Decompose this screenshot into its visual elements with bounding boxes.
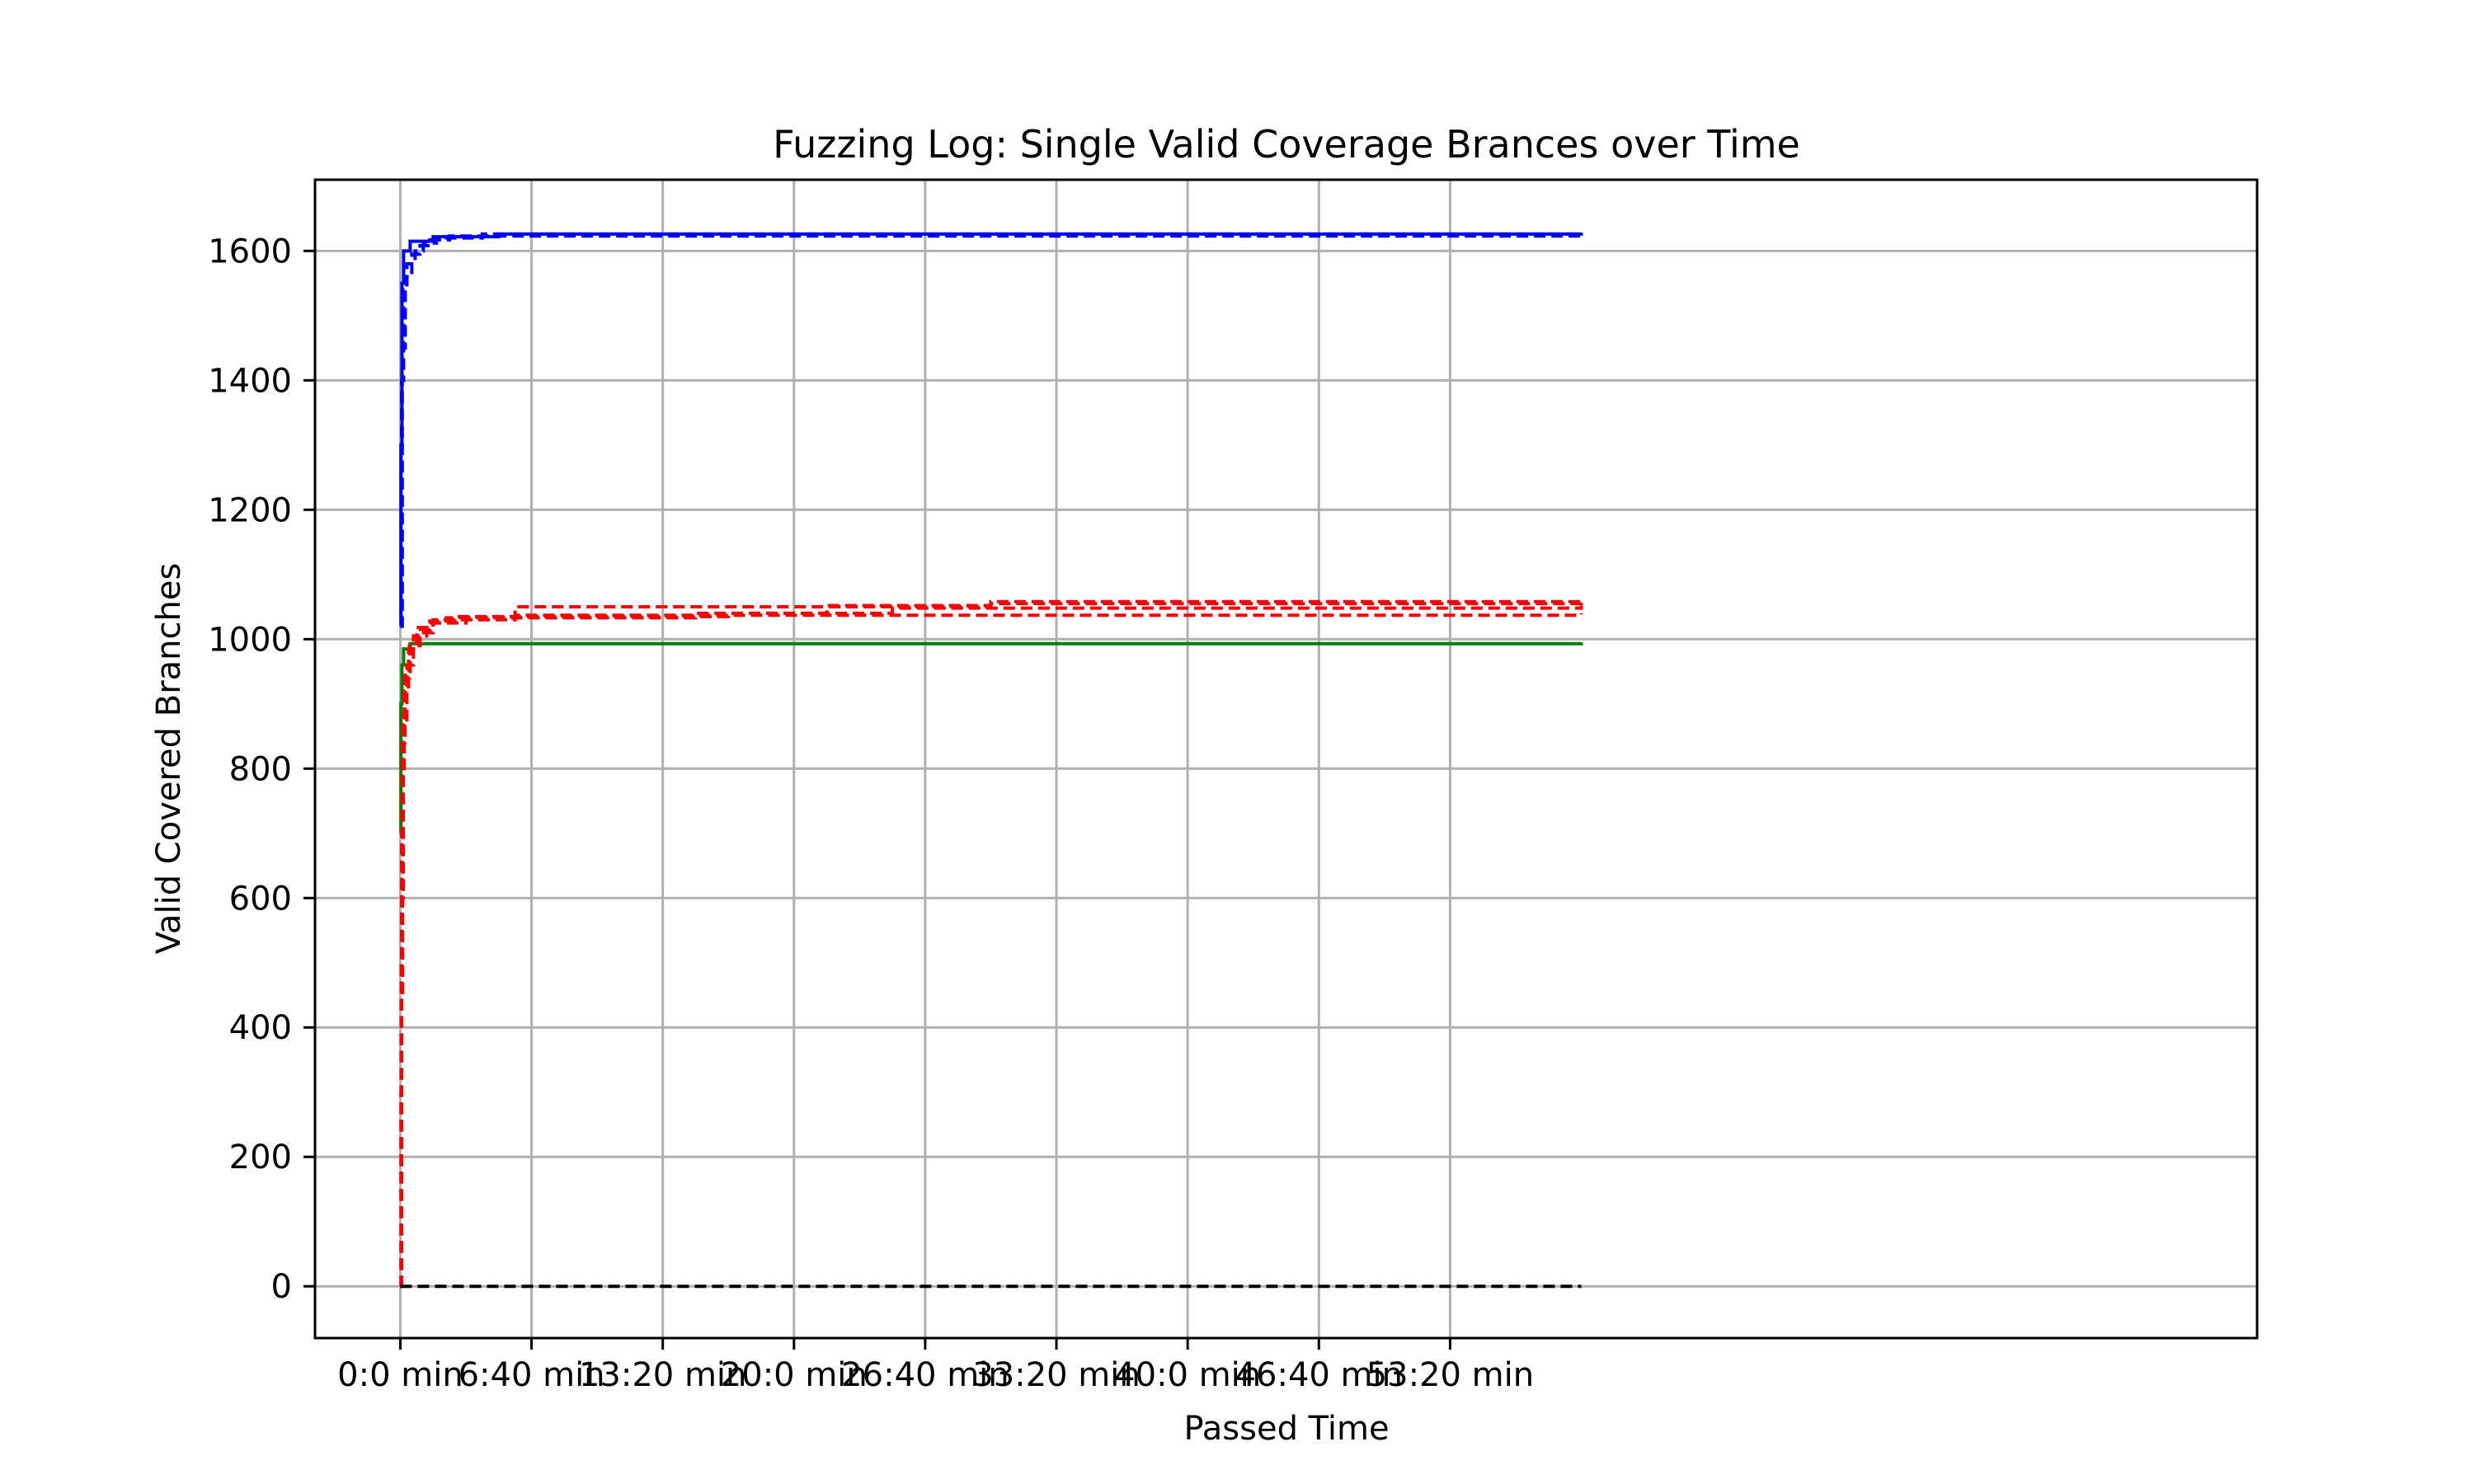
series-layer — [399, 232, 1583, 1289]
x-tick-label: 53:20 min — [1366, 1356, 1534, 1394]
y-tick-label: 1600 — [208, 232, 292, 270]
x-tick-label: 40:0 min — [1114, 1356, 1261, 1394]
y-tick-label: 0 — [271, 1268, 292, 1306]
x-tick-label: 26:40 min — [841, 1356, 1009, 1394]
x-tick-label: 46:40 min — [1235, 1356, 1403, 1394]
y-axis-label: Valid Covered Branches — [150, 563, 188, 955]
x-tick-label: 13:20 min — [579, 1356, 746, 1394]
series-line-2 — [400, 232, 1583, 628]
series-line-6 — [399, 599, 1583, 1289]
y-tick-label: 800 — [229, 750, 292, 788]
y-tick-label: 600 — [229, 880, 292, 918]
x-axis-label: Passed Time — [1183, 1410, 1389, 1448]
y-tick-label: 1200 — [208, 491, 292, 529]
x-tick-label: 20:0 min — [721, 1356, 868, 1394]
series-line-7 — [399, 602, 1583, 1289]
series-line-5 — [399, 613, 1583, 1289]
chart-title: Fuzzing Log: Single Valid Coverage Branc… — [773, 122, 1800, 167]
series-line-4 — [399, 641, 1583, 835]
y-tick-label: 200 — [229, 1139, 292, 1176]
y-tick-label: 1400 — [208, 362, 292, 400]
x-tick-label: 33:20 min — [972, 1356, 1140, 1394]
series-line-3 — [400, 232, 1583, 628]
y-tick-label: 400 — [229, 1009, 292, 1047]
grid-layer — [315, 180, 2257, 1338]
x-tick-label: 6:40 min — [459, 1356, 605, 1394]
y-tick-label: 1000 — [208, 621, 292, 659]
series-line-8 — [400, 605, 1583, 1289]
series-line-1 — [399, 232, 1583, 628]
plot-frame — [313, 178, 2259, 1340]
x-tick-label: 0:0 min — [337, 1356, 463, 1394]
